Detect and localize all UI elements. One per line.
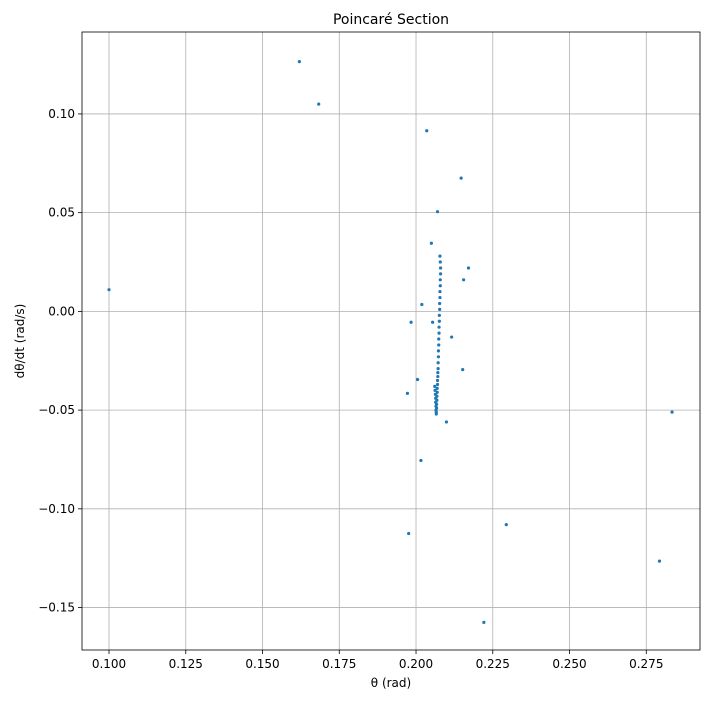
x-tick-label: 0.150 [245,657,279,671]
scatter-point [657,559,662,563]
scatter-point [504,523,508,527]
scatter-point [433,384,437,389]
scatter-point [462,278,466,282]
scatter-point [436,370,440,375]
scatter-point [438,290,442,294]
scatter-point [107,288,111,292]
plot-frame [81,31,701,651]
scatter-point [461,368,465,372]
scatter-point [429,241,433,245]
scatter-point [437,325,441,329]
y-tick-label: −0.10 [38,502,75,516]
scatter-point [436,367,440,371]
x-tick-label: 0.175 [322,657,356,671]
x-axis-title: θ (rad) [371,676,411,690]
y-tick-label: 0.05 [48,206,75,220]
y-tick-label: 0.10 [48,107,75,121]
scatter-point [444,420,449,424]
scatter-point [434,408,438,412]
points-layer [107,60,674,624]
scatter-point [482,620,486,624]
scatter-point [420,302,424,307]
scatter-point [438,254,442,258]
scatter-point [433,392,437,396]
scatter-point [436,355,441,359]
scatter-point [435,386,439,390]
scatter-point [438,278,442,282]
scatter-point [437,337,441,341]
scatter-point [433,388,437,392]
scatter-point [438,260,442,264]
scatter-point [437,343,441,347]
scatter-point [438,307,442,312]
scatter-point [419,458,423,463]
scatter-point [434,404,438,408]
x-tick-label: 0.250 [552,657,586,671]
x-tick-label: 0.225 [476,657,510,671]
x-tick-label: 0.100 [92,657,126,671]
scatter-point [437,331,441,335]
scatter-point [435,382,440,387]
x-tick-label: 0.200 [399,657,433,671]
grid-layer [82,32,700,650]
scatter-point [466,266,471,270]
scatter-point [435,210,440,214]
x-tick-label: 0.125 [169,657,203,671]
scatter-point [436,349,441,353]
y-axis-title: dθ/dt (rad/s) [13,304,27,379]
scatter-point [435,378,440,383]
scatter-point [438,284,442,288]
scatter-point [450,335,454,339]
scatter-point [438,301,442,306]
ticks-layer: 0.100 0.125 0.150 0.175 0.200 0.225 0.250 0.275… [38,107,663,671]
scatter-point [434,400,438,404]
scatter-point [670,410,674,414]
y-tick-label: −0.05 [38,403,75,417]
scatter-point [438,266,443,270]
scatter-point [436,374,440,379]
chart-title: Poincaré Section [333,12,449,28]
scatter-point [407,531,411,536]
scatter-point [434,412,438,416]
x-tick-label: 0.275 [629,657,663,671]
y-tick-label: −0.15 [38,601,75,615]
scatter-point [317,102,321,106]
scatter-point [438,295,442,300]
scatter-point [434,396,438,400]
scatter-point [437,319,441,323]
scatter-point [437,313,441,317]
scatter-point [297,60,301,64]
scatter-point [438,272,443,276]
scatter-point [430,320,435,324]
scatter-point [436,361,440,365]
scatter-point [415,377,420,382]
scatter-point [459,176,463,180]
y-tick-label: 0.00 [48,304,75,318]
scatter-point [409,320,413,324]
scatter-point [425,129,429,133]
scatter-point [405,391,410,395]
